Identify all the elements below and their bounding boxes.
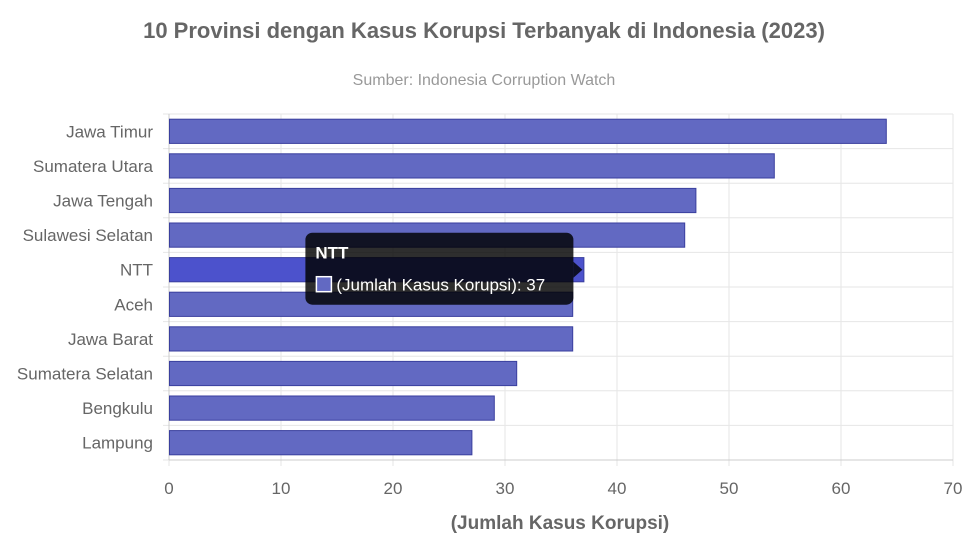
y-tick-label: Jawa Timur	[66, 122, 153, 141]
x-axis-title: (Jumlah Kasus Korupsi)	[451, 513, 670, 534]
tooltip-box	[305, 232, 574, 305]
y-tick-label: Jawa Tengah	[53, 192, 153, 211]
y-tick-label: Bengkulu	[82, 399, 153, 418]
tooltip-label: (Jumlah Kasus Korupsi): 37	[336, 276, 545, 295]
bar-jawa-tengah[interactable]	[169, 187, 697, 214]
bar-sumatera-utara[interactable]	[169, 153, 775, 179]
x-tick-label: 20	[384, 479, 403, 498]
x-tick-label: 0	[164, 479, 173, 498]
y-tick-label: Lampung	[82, 434, 153, 453]
tooltip-caret	[573, 261, 583, 278]
chart-title: 10 Provinsi dengan Kasus Korupsi Terbany…	[143, 18, 825, 43]
x-tick-label: 10	[272, 479, 291, 498]
x-tick-label: 70	[944, 479, 963, 498]
bar-jawa-timur[interactable]	[169, 118, 887, 144]
tooltip: NTT (Jumlah Kasus Korupsi): 37	[305, 232, 583, 305]
y-tick-label: NTT	[120, 261, 153, 280]
tooltip-title: NTT	[315, 244, 349, 263]
y-tick-label: Aceh	[114, 295, 153, 314]
bar-jawa-barat[interactable]	[169, 326, 574, 352]
y-tick-label: Sumatera Selatan	[17, 365, 153, 384]
x-tick-label: 50	[720, 479, 739, 498]
y-tick-label: Sumatera Utara	[33, 157, 154, 176]
y-tick-label: Sulawesi Selatan	[23, 226, 153, 245]
bar-lampung[interactable]	[169, 430, 473, 456]
x-tick-label: 40	[608, 479, 627, 498]
bar-bengkulu[interactable]	[169, 395, 495, 421]
x-axis-ticks: 0 10 20 30 40 50 60 70	[164, 479, 962, 498]
bar-sumatera-selatan[interactable]	[169, 360, 518, 387]
y-tick-label: Jawa Barat	[68, 330, 153, 349]
chart-subtitle: Sumber: Indonesia Corruption Watch	[353, 72, 616, 89]
x-tick-label: 30	[496, 479, 515, 498]
x-tick-label: 60	[832, 479, 851, 498]
tooltip-swatch	[315, 275, 333, 293]
y-axis-labels: Jawa Timur Sumatera Utara Jawa Tengah Sulaw…	[17, 122, 154, 452]
